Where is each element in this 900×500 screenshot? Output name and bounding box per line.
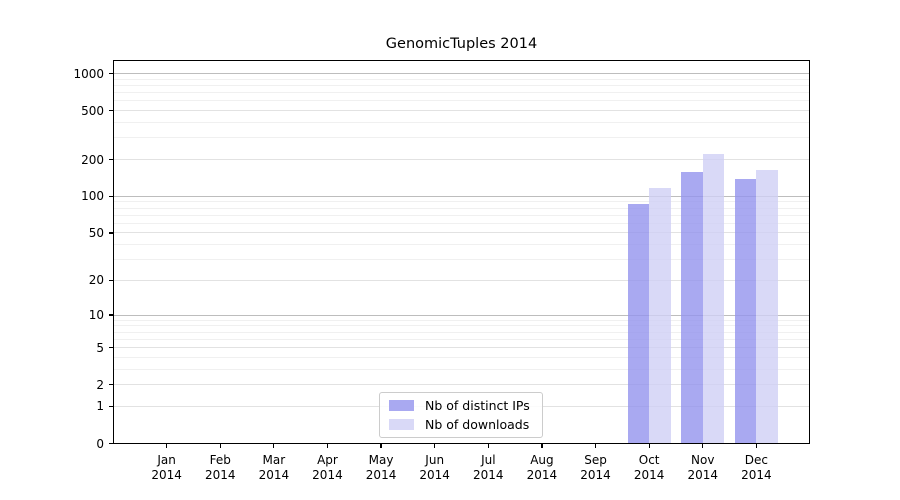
gridline-2	[114, 384, 809, 386]
y-tick-label-5: 5	[96, 340, 104, 355]
x-tick-mark-may-2014	[380, 444, 382, 448]
legend-swatch-downloads-icon	[389, 419, 414, 430]
legend-item-downloads: Nb of downloads	[389, 417, 542, 432]
x-tick-label-feb-2014: Feb 2014	[204, 452, 236, 482]
y-tick-mark-1000	[109, 72, 113, 75]
x-tick-label-mar-2014: Mar 2014	[258, 452, 290, 482]
y-tick-mark-10	[109, 314, 113, 316]
y-tick-label-20: 20	[88, 273, 104, 288]
gridline-80	[114, 207, 809, 209]
x-tick-mark-nov-2014	[702, 444, 704, 448]
gridline-300	[114, 137, 809, 139]
x-tick-label-nov-2014: Nov 2014	[687, 452, 719, 482]
gridline-30	[114, 259, 809, 261]
x-tick-mark-dec-2014	[755, 444, 757, 448]
x-tick-mark-jul-2014	[487, 444, 489, 448]
y-tick-label-1: 1	[96, 399, 104, 414]
y-tick-label-50: 50	[88, 225, 104, 240]
y-tick-mark-1	[109, 405, 113, 407]
gridline-700	[114, 92, 809, 94]
gridline-20	[114, 279, 809, 281]
y-tick-label-200: 200	[81, 152, 104, 167]
y-tick-mark-0	[109, 442, 113, 445]
bar-nb-of-downloads-nov-2014	[702, 154, 725, 443]
y-tick-label-10: 10	[88, 308, 104, 323]
x-tick-mark-feb-2014	[219, 444, 221, 448]
gridline-9	[114, 319, 809, 321]
gridline-500	[114, 110, 809, 112]
gridline-10	[114, 314, 809, 316]
gridline-5	[114, 347, 809, 349]
x-tick-mark-mar-2014	[273, 444, 275, 448]
gridline-400	[114, 122, 809, 124]
gridline-4	[114, 356, 809, 358]
y-tick-label-100: 100	[81, 189, 104, 204]
gridline-1000	[114, 73, 809, 75]
x-tick-mark-aug-2014	[541, 444, 543, 448]
x-tick-mark-sep-2014	[594, 444, 597, 448]
y-tick-mark-50	[109, 232, 113, 234]
gridline-40	[114, 244, 809, 246]
gridline-100	[114, 195, 809, 197]
gridline-70	[114, 214, 809, 216]
gridline-3	[114, 368, 809, 370]
legend: Nb of distinct IPs Nb of downloads	[379, 392, 543, 438]
legend-swatch-distinct-ips-icon	[389, 400, 414, 411]
x-tick-label-oct-2014: Oct 2014	[633, 452, 665, 482]
bar-nb-of-distinct-ips-dec-2014	[734, 178, 757, 443]
y-tick-mark-5	[109, 346, 113, 349]
gridline-60	[114, 222, 809, 224]
bar-nb-of-downloads-oct-2014	[649, 188, 671, 443]
y-tick-label-0: 0	[96, 436, 104, 451]
x-tick-mark-apr-2014	[326, 444, 329, 448]
bar-nb-of-distinct-ips-oct-2014	[627, 203, 650, 443]
y-tick-mark-500	[109, 110, 113, 112]
y-tick-label-500: 500	[81, 103, 104, 118]
y-tick-mark-2	[109, 384, 113, 386]
chart-title: GenomicTuples 2014	[385, 36, 538, 52]
legend-item-distinct-ips: Nb of distinct IPs	[389, 398, 542, 413]
y-tick-mark-200	[109, 158, 113, 161]
gridline-7	[114, 331, 809, 333]
gridline-8	[114, 325, 809, 327]
gridline-800	[114, 84, 809, 86]
y-tick-mark-20	[109, 279, 113, 282]
legend-label-distinct-ips: Nb of distinct IPs	[425, 398, 530, 413]
x-tick-label-sep-2014: Sep 2014	[580, 452, 611, 482]
gridline-900	[114, 78, 809, 80]
gridline-90	[114, 201, 809, 203]
bar-nb-of-distinct-ips-nov-2014	[681, 172, 703, 443]
y-tick-label-2: 2	[96, 377, 104, 392]
legend-label-downloads: Nb of downloads	[425, 417, 530, 432]
gridline-600	[114, 100, 809, 102]
bar-nb-of-downloads-dec-2014	[756, 170, 778, 443]
x-tick-mark-jun-2014	[434, 444, 436, 448]
x-tick-label-aug-2014: Aug 2014	[526, 452, 558, 482]
x-tick-label-may-2014: May 2014	[365, 452, 397, 482]
gridline-200	[114, 159, 809, 161]
x-tick-label-dec-2014: Dec 2014	[741, 452, 772, 482]
gridline-50	[114, 232, 809, 234]
gridline-6	[114, 338, 809, 340]
y-tick-label-1000: 1000	[73, 66, 104, 81]
x-tick-label-jan-2014: Jan 2014	[151, 452, 182, 482]
x-tick-label-apr-2014: Apr 2014	[312, 452, 343, 482]
x-tick-mark-oct-2014	[648, 444, 650, 448]
x-tick-label-jun-2014: Jun 2014	[419, 452, 450, 482]
x-tick-mark-jan-2014	[166, 444, 168, 448]
x-tick-label-jul-2014: Jul 2014	[473, 452, 504, 482]
y-tick-mark-100	[109, 195, 113, 197]
